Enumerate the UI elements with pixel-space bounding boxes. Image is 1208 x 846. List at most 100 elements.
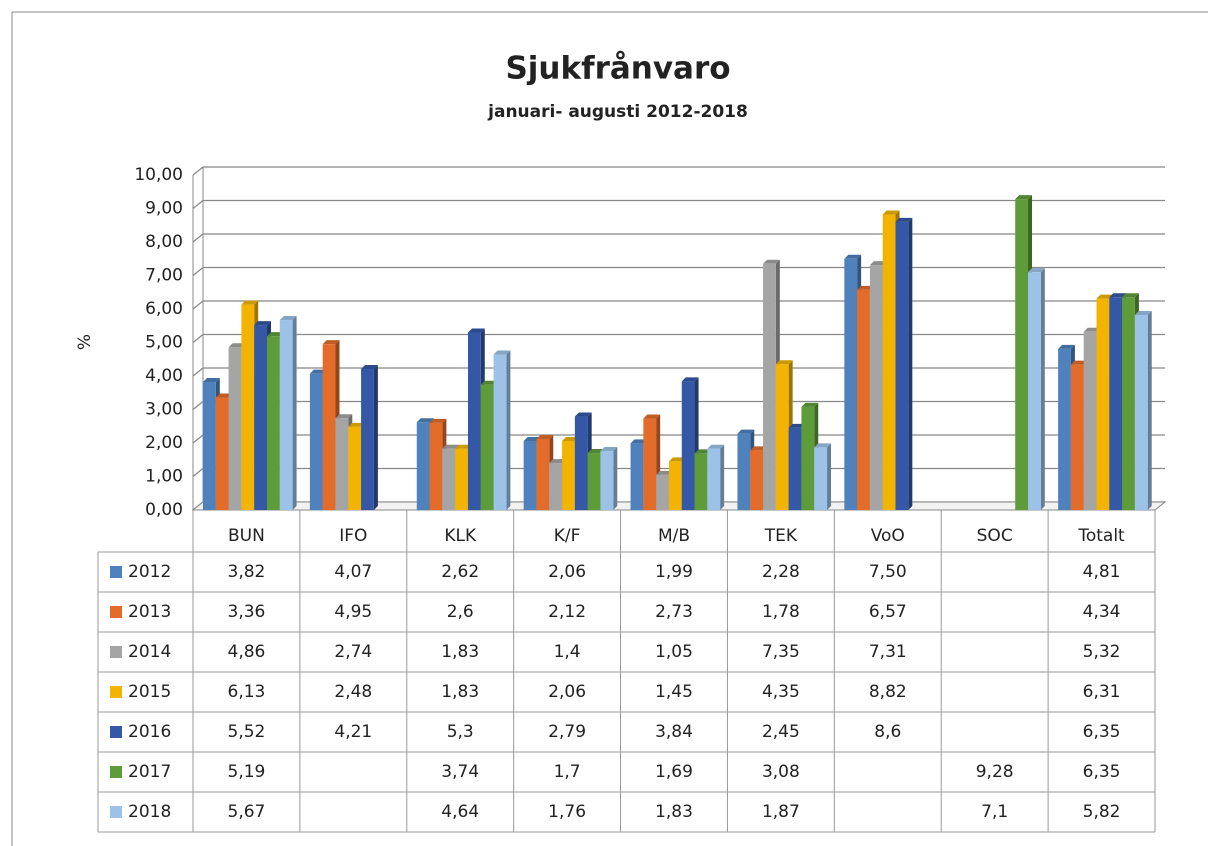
bar [844, 258, 858, 510]
bar [1109, 297, 1123, 510]
bar [361, 368, 374, 510]
data-label: 3,84 [655, 722, 693, 742]
data-label: 5,52 [228, 722, 266, 742]
bar-top [215, 393, 233, 398]
data-label: 3,74 [441, 762, 479, 782]
bar [1015, 199, 1029, 510]
data-label: 1,83 [441, 642, 479, 662]
legend-label: 2017 [128, 762, 171, 782]
bar [694, 453, 708, 510]
bar [536, 438, 550, 510]
bar [763, 263, 776, 510]
bar-top [1109, 293, 1127, 298]
bar-top [1058, 344, 1075, 349]
data-label: 1,45 [655, 682, 693, 702]
legend-swatch [110, 726, 122, 738]
data-label: 1,05 [655, 642, 693, 662]
bar [279, 320, 293, 510]
bar-top [361, 364, 378, 369]
data-label: 2,06 [548, 562, 586, 582]
bar-top [322, 340, 340, 345]
bar [882, 214, 896, 510]
bar-top [668, 457, 686, 462]
y-tick-label: 4,00 [145, 366, 183, 386]
bar-top [1122, 293, 1139, 298]
bar [455, 448, 468, 510]
legend-label: 2014 [128, 642, 171, 662]
data-label: 1,76 [548, 802, 586, 822]
bar-top [707, 444, 725, 449]
bar [442, 448, 456, 510]
bar [416, 422, 430, 510]
bar-top [801, 402, 819, 407]
y-tick-label: 7,00 [145, 266, 183, 286]
bar [1083, 331, 1097, 510]
data-label: 4,35 [762, 682, 800, 702]
bar-top [844, 254, 862, 259]
x-tick-label: TEK [764, 526, 798, 546]
bar [241, 304, 255, 510]
bar [895, 221, 909, 510]
bar-top [750, 446, 768, 451]
bar-side [1040, 268, 1045, 510]
legend-label: 2012 [128, 562, 171, 582]
data-label: 6,35 [1083, 722, 1121, 742]
data-label: 4,07 [334, 562, 372, 582]
bar [1070, 364, 1084, 510]
bar [668, 461, 682, 510]
bar-top [1096, 294, 1114, 299]
data-label: 2,73 [655, 602, 693, 622]
data-label: 2,28 [762, 562, 800, 582]
bar [869, 265, 883, 510]
data-label: 2,06 [548, 682, 586, 702]
data-label: 1,83 [655, 802, 693, 822]
data-label: 2,74 [334, 642, 372, 662]
y-axis-label: % [75, 334, 95, 350]
bar-top [1070, 360, 1088, 365]
legend-swatch [110, 686, 122, 698]
bar [574, 416, 588, 510]
bar-side [1147, 311, 1152, 510]
legend-swatch [110, 566, 122, 578]
bar [335, 418, 349, 510]
data-label: 2,6 [447, 602, 474, 622]
bar [309, 373, 323, 510]
y-tick-label: 2,00 [145, 433, 183, 453]
data-label: 2,12 [548, 602, 586, 622]
x-tick-label: VoO [871, 526, 905, 546]
bar [493, 354, 507, 510]
data-label: 1,4 [554, 642, 581, 662]
data-label: 5,82 [1083, 802, 1121, 822]
bar-top [523, 436, 541, 441]
bar-top [814, 443, 832, 448]
bar-top [681, 377, 699, 382]
data-label: 4,95 [334, 602, 372, 622]
bar-top [442, 444, 460, 449]
bar-top [309, 369, 327, 374]
bar-top [869, 261, 887, 266]
bar [480, 384, 494, 510]
bar-top [737, 429, 755, 434]
bar [681, 381, 695, 510]
data-label: 5,32 [1083, 642, 1121, 662]
y-tick-label: 1,00 [145, 467, 183, 487]
data-label: 1,7 [554, 762, 581, 782]
bar-top [763, 259, 780, 264]
bar-side [908, 217, 913, 510]
bar [254, 325, 267, 510]
bar-side [827, 443, 832, 510]
bar [467, 332, 481, 510]
bar [801, 406, 815, 510]
bar-top [467, 328, 485, 333]
legend-label: 2016 [128, 722, 171, 742]
bar-side [613, 447, 618, 510]
y-tick-label: 3,00 [145, 400, 183, 420]
data-label: 8,82 [869, 682, 907, 702]
legend-label: 2015 [128, 682, 171, 702]
bar-top [493, 350, 511, 355]
data-label: 3,36 [228, 602, 266, 622]
bar-top [775, 360, 793, 365]
data-label: 4,64 [441, 802, 479, 822]
bar-top [1028, 268, 1045, 273]
